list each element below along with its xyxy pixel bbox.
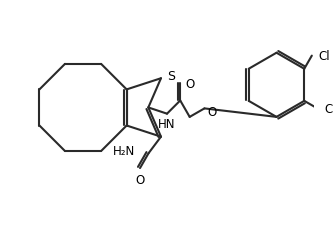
Text: H₂N: H₂N — [113, 144, 135, 157]
Text: O: O — [207, 105, 216, 118]
Text: O: O — [185, 78, 194, 91]
Text: O: O — [136, 173, 145, 186]
Text: Cl: Cl — [318, 50, 330, 63]
Text: Cl: Cl — [324, 103, 333, 116]
Text: HN: HN — [158, 118, 176, 131]
Text: S: S — [167, 70, 175, 82]
